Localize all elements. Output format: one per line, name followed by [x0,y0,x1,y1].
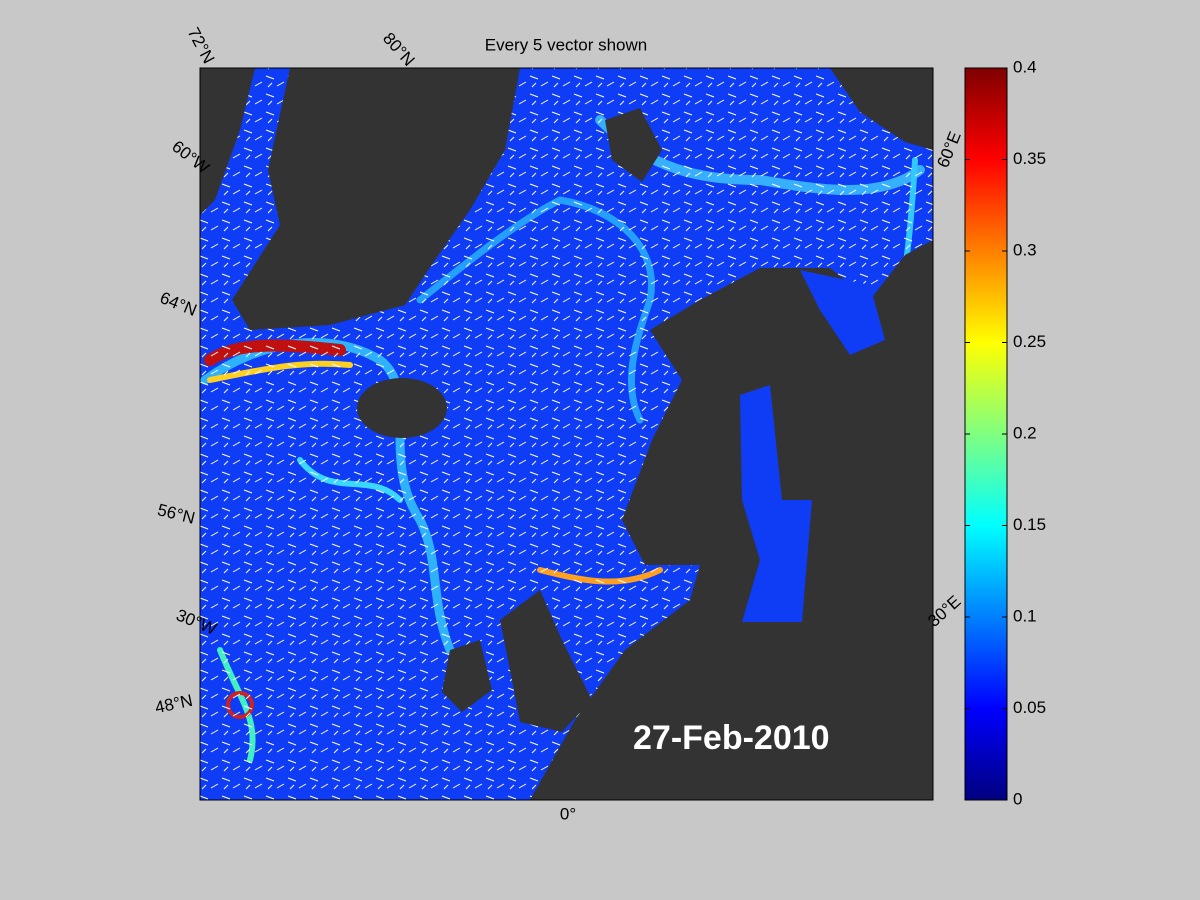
greenland [232,68,520,330]
europe [530,240,933,800]
iceland [357,378,447,438]
colorbar [964,67,1008,801]
britain [500,590,592,732]
land [200,68,933,800]
graticule-label: 56°N [156,500,197,528]
canada [200,68,255,215]
colorbar-tick-label: 0.35 [1013,149,1046,168]
map-title: Every 5 vector shown [485,35,648,54]
colorbar-tick-label: 0.3 [1013,240,1037,259]
map: 27-Feb-2010 [199,67,934,801]
date-label: 27-Feb-2010 [633,719,830,757]
white-sea [800,270,885,355]
graticule-label: 72°N [184,24,219,66]
graticule-label: 48°N [153,691,194,717]
colorbar-tick-label: 0 [1013,789,1022,808]
colorbar-axis: 0 0.05 0.1 0.15 0.2 0.25 0.3 0.35 0.4 [965,57,1046,808]
colorbar-tick-label: 0.25 [1013,332,1046,351]
ireland [442,640,492,712]
colorbar-tick-label: 0.1 [1013,606,1037,625]
colorbar-tick-label: 0.2 [1013,423,1037,442]
novaya-zemlya [830,68,933,150]
colorbar-tick-label: 0.05 [1013,698,1046,717]
map-frame [199,67,934,801]
inland-seas [740,270,885,622]
svalbard [605,108,662,182]
baltic-sea [740,385,812,622]
graticule-label: 60°E [933,129,964,170]
graticule-label: 80°N [379,29,419,70]
graticule-label: 0° [560,804,576,823]
graticule-label: 64°N [157,288,199,320]
colorbar-tick-label: 0.4 [1013,57,1037,76]
colorbar-tick-label: 0.15 [1013,515,1046,534]
